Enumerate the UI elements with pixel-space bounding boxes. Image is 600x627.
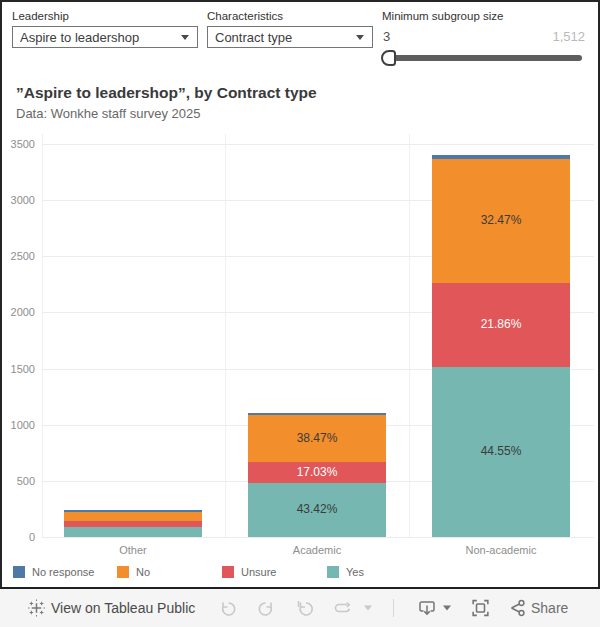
- bar-label: 38.47%: [248, 431, 386, 445]
- legend-item[interactable]: No response: [13, 566, 94, 578]
- bar-label: 21.86%: [432, 317, 570, 331]
- bar-segment[interactable]: [64, 510, 202, 511]
- legend-swatch: [13, 566, 25, 578]
- x-axis-category-label: Academic: [237, 544, 397, 556]
- x-axis-category-label: Non-academic: [421, 544, 581, 556]
- legend-swatch: [327, 566, 339, 578]
- fullscreen-icon[interactable]: [470, 598, 491, 619]
- bar-label: 17.03%: [248, 465, 386, 479]
- legend-label: No response: [32, 566, 94, 578]
- toolbar-divider: [393, 599, 394, 617]
- bar-segment[interactable]: [432, 155, 570, 159]
- legend-swatch: [222, 566, 234, 578]
- gridline: [42, 537, 594, 538]
- undo-icon[interactable]: [218, 598, 238, 618]
- share-icon[interactable]: [507, 598, 527, 618]
- bar-segment[interactable]: [64, 521, 202, 527]
- legend-label: No: [136, 566, 150, 578]
- y-axis-tick-label: 3000: [2, 194, 35, 206]
- legend-item[interactable]: Yes: [327, 566, 364, 578]
- bar-segment[interactable]: [64, 512, 202, 521]
- y-axis-tick-label: 3500: [2, 138, 35, 150]
- y-axis-tick-label: 1000: [2, 419, 35, 431]
- y-axis-tick-label: 2000: [2, 306, 35, 318]
- revert-all-icon[interactable]: [295, 598, 315, 618]
- column-divider: [409, 134, 410, 537]
- stacked-bar-chart: 0 500 1000 1500 2000 2500 3000 3500 Other 43.42% 1…: [2, 2, 598, 587]
- color-legend: No response No Unsure Yes: [2, 558, 598, 586]
- tableau-public-embed: Leadership Aspire to leadershop Characte…: [0, 0, 600, 627]
- legend-label: Yes: [346, 566, 364, 578]
- legend-swatch: [117, 566, 129, 578]
- y-axis-tick-label: 1500: [2, 363, 35, 375]
- legend-item[interactable]: No: [117, 566, 150, 578]
- y-axis-tick-label: 0: [2, 531, 35, 543]
- refresh-options-caret-icon[interactable]: [364, 606, 372, 611]
- gridline: [42, 144, 594, 145]
- download-icon[interactable]: [417, 598, 437, 618]
- legend-item[interactable]: Unsure: [222, 566, 276, 578]
- y-axis-tick-label: 2500: [2, 250, 35, 262]
- redo-icon[interactable]: [256, 598, 276, 618]
- y-axis-line: [42, 134, 43, 537]
- bar-label: 44.55%: [432, 444, 570, 458]
- x-axis-category-label: Other: [53, 544, 213, 556]
- bar-label: 32.47%: [432, 213, 570, 227]
- view-on-tableau-public-link[interactable]: View on Tableau Public: [51, 600, 195, 616]
- y-axis-tick-label: 500: [2, 475, 35, 487]
- refresh-data-icon[interactable]: [332, 598, 354, 618]
- share-button[interactable]: Share: [531, 600, 568, 616]
- column-divider: [225, 134, 226, 537]
- tableau-toolbar: View on Tableau Public: [0, 589, 600, 627]
- bar-label: 43.42%: [248, 502, 386, 516]
- tableau-logo-icon[interactable]: [27, 599, 46, 618]
- bar-segment[interactable]: [64, 527, 202, 537]
- bar-segment[interactable]: [248, 413, 386, 414]
- legend-label: Unsure: [241, 566, 276, 578]
- viz-canvas: Leadership Aspire to leadershop Characte…: [0, 0, 600, 589]
- download-options-caret-icon[interactable]: [443, 606, 451, 611]
